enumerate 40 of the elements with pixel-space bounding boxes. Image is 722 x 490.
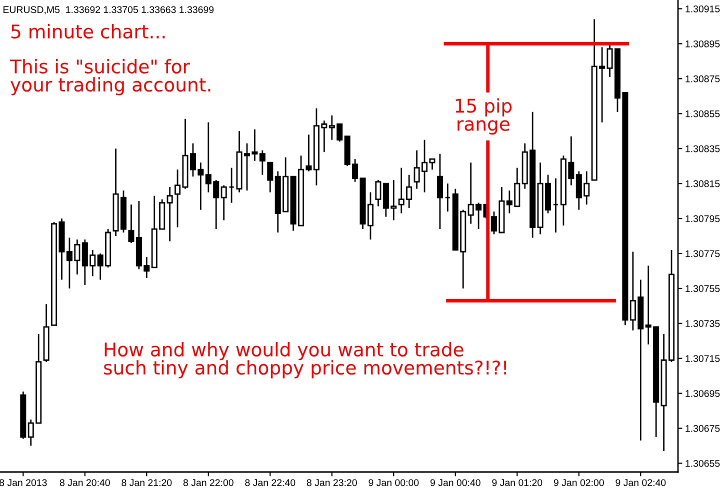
x-tick-label: 8 Jan 21:20 bbox=[122, 479, 172, 486]
y-tick-label: 1.30815 bbox=[686, 180, 720, 188]
x-tick-label: 8 Jan 2013 bbox=[0, 479, 47, 486]
annotation: This is "suicide" for your trading account. bbox=[10, 59, 210, 96]
y-tick-label: 1.30735 bbox=[686, 320, 720, 328]
candlestick bbox=[166, 186, 173, 242]
x-tick-label: 9 Jan 02:40 bbox=[616, 479, 666, 486]
y-tick-label: 1.30655 bbox=[686, 460, 720, 467]
x-tick-label: 9 Jan 02:00 bbox=[554, 479, 604, 486]
candlestick bbox=[259, 150, 266, 176]
x-tick-label: 8 Jan 20:40 bbox=[60, 479, 110, 486]
y-tick-label: 1.30795 bbox=[686, 215, 720, 222]
candlestick bbox=[128, 204, 134, 244]
y-tick-label: 1.30695 bbox=[686, 390, 720, 397]
candlestick bbox=[552, 178, 559, 234]
annotation: 5 minute chart... bbox=[11, 24, 165, 39]
candlestick bbox=[436, 153, 443, 230]
candlestick bbox=[267, 162, 274, 193]
y-tick-label: 1.30855 bbox=[686, 110, 720, 118]
candlestick bbox=[220, 184, 227, 221]
y-tick-label: 1.30755 bbox=[686, 285, 720, 292]
candlestick bbox=[375, 179, 382, 207]
y-tick-label: 1.30915 bbox=[686, 5, 720, 12]
y-tick-label: 1.30775 bbox=[686, 250, 720, 258]
y-tick-label: 1.30875 bbox=[686, 75, 720, 82]
annotation: 15 pip range bbox=[456, 98, 512, 135]
x-tick-label: 8 Jan 23:20 bbox=[306, 479, 357, 486]
y-tick-label: 1.30835 bbox=[686, 145, 720, 152]
x-tick-label: 9 Jan 00:00 bbox=[368, 479, 419, 486]
y-tick-label: 1.30675 bbox=[686, 425, 720, 432]
candlestick bbox=[228, 167, 235, 204]
y-tick-label: 1.30715 bbox=[686, 355, 720, 362]
annotation: How and why would you want to trade such tiny and choppy price movements?!?! bbox=[104, 342, 506, 378]
x-tick-label: 9 Jan 00:40 bbox=[430, 479, 480, 486]
x-tick-label: 8 Jan 22:00 bbox=[183, 479, 234, 486]
x-tick-label: 8 Jan 22:40 bbox=[245, 479, 296, 486]
x-tick-label: 9 Jan 01:20 bbox=[492, 479, 542, 486]
candlestick bbox=[444, 182, 451, 212]
y-tick-label: 1.30895 bbox=[686, 40, 720, 48]
text: EURUSD,M5 1.33692 1.33705 1.33663 1.33699 bbox=[4, 6, 214, 14]
